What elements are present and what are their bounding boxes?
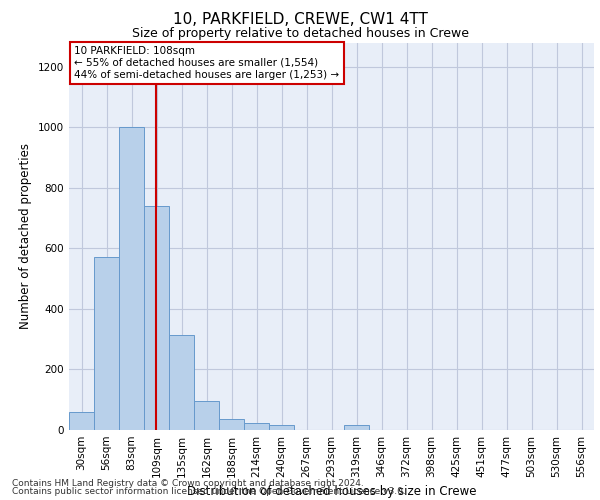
X-axis label: Distribution of detached houses by size in Crewe: Distribution of detached houses by size … [187, 486, 476, 498]
Bar [94, 258, 119, 430]
Bar [219, 419, 244, 430]
Y-axis label: Number of detached properties: Number of detached properties [19, 143, 32, 329]
Bar [144, 206, 169, 430]
Text: Contains HM Land Registry data © Crown copyright and database right 2024.: Contains HM Land Registry data © Crown c… [12, 478, 364, 488]
Text: 10, PARKFIELD, CREWE, CW1 4TT: 10, PARKFIELD, CREWE, CW1 4TT [173, 12, 427, 28]
Bar [244, 424, 269, 430]
Text: 10 PARKFIELD: 108sqm
← 55% of detached houses are smaller (1,554)
44% of semi-de: 10 PARKFIELD: 108sqm ← 55% of detached h… [74, 46, 340, 80]
Bar [269, 426, 294, 430]
Bar [119, 128, 144, 430]
Bar [69, 412, 94, 430]
Bar [169, 334, 194, 430]
Text: Size of property relative to detached houses in Crewe: Size of property relative to detached ho… [131, 28, 469, 40]
Text: Contains public sector information licensed under the Open Government Licence v3: Contains public sector information licen… [12, 487, 406, 496]
Bar [194, 401, 219, 430]
Bar [344, 426, 369, 430]
